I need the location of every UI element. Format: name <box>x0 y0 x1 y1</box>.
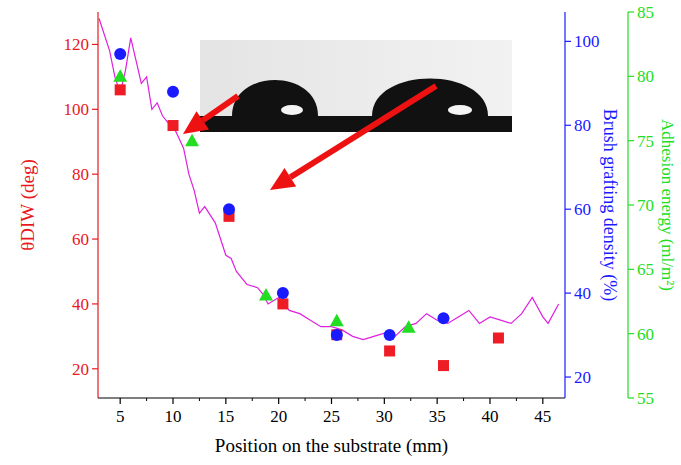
axes: 5 10 15 20 25 30 35 40 45 Position on the substra… <box>17 3 677 457</box>
triangle-marker <box>259 288 273 301</box>
y-tick <box>92 174 98 175</box>
arrow <box>270 86 436 190</box>
circle-marker <box>384 329 396 341</box>
x-tick-label: 40 <box>481 407 498 426</box>
y-tick-label: 80 <box>637 67 654 86</box>
y-axis-line <box>97 12 98 398</box>
x-tick <box>384 398 385 404</box>
x-tick-label: 20 <box>270 407 287 426</box>
y-tick-label: 40 <box>574 284 591 303</box>
x-tick <box>172 398 173 404</box>
chart: 5 10 15 20 25 30 35 40 45 Position on the substra… <box>0 0 681 465</box>
y-tick <box>628 397 634 398</box>
y-tick <box>92 303 98 304</box>
x-tick <box>278 398 279 404</box>
circle-marker <box>331 329 343 341</box>
x-tick-label: 5 <box>116 407 125 426</box>
square-marker <box>384 345 395 356</box>
y-tick <box>92 44 98 45</box>
x-minor-tick <box>305 398 306 401</box>
square-marker <box>277 298 288 309</box>
y-tick-label: 60 <box>574 200 591 219</box>
y-tick-label: 100 <box>574 32 600 51</box>
y-tick <box>92 238 98 239</box>
y-tick <box>565 41 571 42</box>
data-line <box>99 18 559 339</box>
circle-marker <box>437 312 449 324</box>
x-minor-tick <box>199 398 200 401</box>
x-minor-tick <box>410 398 411 401</box>
square-marker <box>115 84 126 95</box>
inset-image <box>200 40 512 132</box>
y-tick-label: 60 <box>637 325 654 344</box>
y-axis-line <box>564 12 565 398</box>
x-tick <box>120 398 121 404</box>
triangle-marker <box>330 314 344 327</box>
y-tick <box>565 376 571 377</box>
y-tick-label: 65 <box>637 260 654 279</box>
x-axis-title: Position on the substrate (mm) <box>215 435 448 457</box>
triangle-marker <box>185 134 199 147</box>
square-marker <box>331 329 342 340</box>
x-tick <box>331 398 332 404</box>
plot-area <box>99 18 559 371</box>
y-tick <box>628 76 634 77</box>
triangle-marker <box>113 69 127 82</box>
y-tick-label: 80 <box>574 116 591 135</box>
triangle-marker <box>402 320 416 333</box>
y2-axis-title: Brush grafting density (%) <box>599 109 620 301</box>
y-tick-label: 20 <box>574 368 591 387</box>
arrow <box>183 96 238 134</box>
y-tick-label: 60 <box>72 230 89 249</box>
circle-marker <box>277 287 289 299</box>
y-tick <box>628 140 634 141</box>
x-minor-tick <box>146 398 147 401</box>
y-tick <box>628 333 634 334</box>
circle-marker <box>167 86 179 98</box>
x-minor-tick <box>357 398 358 401</box>
circle-marker <box>223 203 235 215</box>
y-axis-title: θDIW (deg) <box>17 159 39 251</box>
x-tick-label: 15 <box>217 407 234 426</box>
circle-marker <box>114 48 126 60</box>
x-tick <box>489 398 490 404</box>
square-marker <box>168 120 179 131</box>
y-tick-label: 75 <box>637 132 654 151</box>
y-tick <box>628 11 634 12</box>
x-tick <box>542 398 543 404</box>
x-minor-tick <box>516 398 517 401</box>
y-tick-label: 40 <box>72 295 89 314</box>
x-tick <box>437 398 438 404</box>
y-tick <box>628 204 634 205</box>
x-tick-label: 30 <box>376 407 393 426</box>
y3-axis-title: Adhesion energy (ml/m²) <box>658 119 677 291</box>
y-tick <box>92 368 98 369</box>
y-tick-label: 120 <box>64 35 90 54</box>
y-tick <box>565 209 571 210</box>
y-tick <box>565 125 571 126</box>
square-marker <box>438 360 449 371</box>
x-tick-label: 10 <box>165 407 182 426</box>
x-tick-label: 45 <box>534 407 551 426</box>
square-marker <box>493 332 504 343</box>
y-tick-label: 20 <box>72 360 89 379</box>
x-tick-label: 25 <box>323 407 340 426</box>
y-tick <box>565 293 571 294</box>
x-minor-tick <box>463 398 464 401</box>
y-tick <box>628 269 634 270</box>
y-tick <box>92 109 98 110</box>
y-tick-label: 70 <box>637 196 654 215</box>
x-tick-label: 35 <box>429 407 446 426</box>
y-tick-label: 80 <box>72 165 89 184</box>
y-tick-label: 55 <box>637 389 654 408</box>
y-tick-label: 100 <box>64 100 90 119</box>
x-tick <box>225 398 226 404</box>
y-tick-label: 85 <box>637 3 654 22</box>
x-minor-tick <box>252 398 253 401</box>
